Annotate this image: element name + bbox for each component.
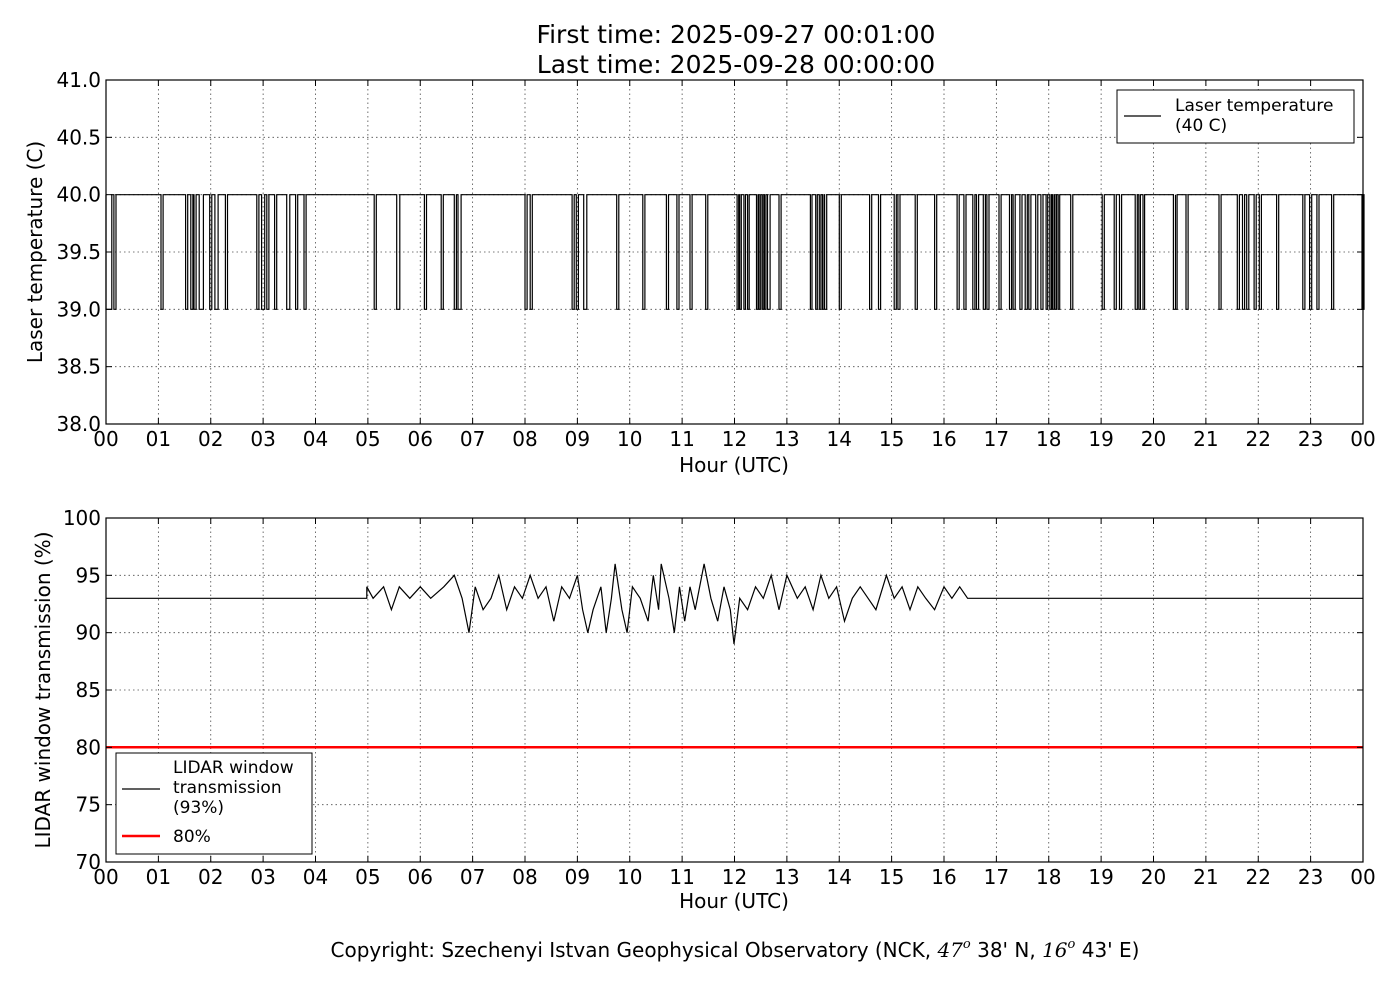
laser-temperature-panel: Hour (UTC) Laser temperature (C) 00 01 02 0… (23, 68, 1376, 477)
legend-label: transmission (173, 778, 282, 798)
x-tick-label: 08 (512, 427, 537, 451)
x-tick-label: 06 (408, 427, 433, 451)
x-tick-label: 23 (1298, 427, 1323, 451)
x-tick-label: 19 (1088, 865, 1113, 889)
y-tick-label: 38.0 (56, 412, 101, 436)
grid (106, 518, 1363, 862)
x-tick-label: 10 (617, 865, 642, 889)
panel-2-ylabel: LIDAR window transmission (%) (31, 532, 55, 849)
legend-label: (93%) (173, 798, 224, 818)
x-tick-label: 22 (1246, 865, 1271, 889)
panel-2-xlabel: Hour (UTC) (679, 889, 789, 913)
figure-title-line-2: Last time: 2025-09-28 00:00:00 (537, 50, 935, 79)
x-tick-label: 03 (250, 427, 275, 451)
lidar-transmission-panel: Hour (UTC) LIDAR window transmission (%)… (31, 506, 1376, 913)
x-tick-label: 02 (198, 427, 223, 451)
legend-label: 80% (173, 827, 211, 847)
x-tick-label: 15 (879, 427, 904, 451)
x-tick-label: 17 (984, 427, 1009, 451)
series-line-1 (106, 563, 1363, 645)
y-tick-label: 41.0 (56, 68, 101, 92)
figure-title-line-1: First time: 2025-09-27 00:01:00 (537, 20, 936, 49)
x-tick-label: 05 (355, 427, 380, 451)
x-tick-label: 12 (722, 427, 747, 451)
y-tick-label: 39.5 (56, 240, 101, 264)
x-tick-label: 21 (1193, 427, 1218, 451)
series-line-1 (105, 194, 1365, 310)
y-tick-label: 80 (76, 735, 101, 759)
x-tick-label: 00 (93, 427, 118, 451)
x-tick-label: 01 (146, 865, 171, 889)
longitude-degree-symbol: o (1068, 937, 1076, 952)
x-tick-label: 06 (408, 865, 433, 889)
y-tick-label: 40.0 (56, 183, 101, 207)
y-tick-label: 39.0 (56, 297, 101, 321)
x-tick-label: 17 (984, 865, 1009, 889)
x-tick-label: 04 (303, 427, 328, 451)
x-tick-label: 00 (93, 865, 118, 889)
x-tick-label: 13 (774, 427, 799, 451)
longitude-degrees: 16 (1042, 938, 1068, 962)
x-tick-label: 23 (1298, 865, 1323, 889)
y-tick-label: 90 (76, 621, 101, 645)
legend-label: LIDAR window (173, 758, 294, 778)
x-tick-label: 16 (931, 427, 956, 451)
latitude-rest: 38' N, (971, 938, 1042, 962)
x-tick-label: 04 (303, 865, 328, 889)
x-tick-label: 15 (879, 865, 904, 889)
x-tick-label: 05 (355, 865, 380, 889)
x-tick-label: 16 (931, 865, 956, 889)
panel-1-xlabel: Hour (UTC) (679, 453, 789, 477)
longitude-rest: 43' E) (1075, 938, 1139, 962)
x-tick-label: 07 (460, 427, 485, 451)
x-tick-label: 20 (1141, 865, 1166, 889)
x-tick-label: 20 (1141, 427, 1166, 451)
x-tick-label: 00 (1350, 427, 1375, 451)
legend-label: (40 C) (1175, 116, 1227, 136)
panel-1-ylabel: Laser temperature (C) (23, 141, 47, 363)
x-tick-label: 14 (827, 427, 852, 451)
x-tick-label: 09 (565, 427, 590, 451)
x-tick-label: 09 (565, 865, 590, 889)
x-tick-label: 11 (669, 865, 694, 889)
x-tick-label: 00 (1350, 865, 1375, 889)
x-tick-label: 21 (1193, 865, 1218, 889)
latitude-degree-symbol: o (963, 937, 971, 952)
y-tick-label: 100 (63, 506, 101, 530)
x-tick-label: 18 (1036, 865, 1061, 889)
y-tick-label: 38.5 (56, 355, 101, 379)
legend-label: Laser temperature (1175, 96, 1333, 116)
y-tick-label: 75 (76, 793, 101, 817)
x-tick-label: 07 (460, 865, 485, 889)
y-tick-label: 70 (76, 850, 101, 874)
x-tick-label: 19 (1088, 427, 1113, 451)
x-tick-label: 08 (512, 865, 537, 889)
y-tick-label: 85 (76, 678, 101, 702)
y-tick-label: 40.5 (56, 125, 101, 149)
x-tick-label: 22 (1246, 427, 1271, 451)
x-tick-label: 12 (722, 865, 747, 889)
latitude-degrees: 47 (936, 938, 963, 962)
x-tick-label: 13 (774, 865, 799, 889)
x-tick-label: 03 (250, 865, 275, 889)
legend: Laser temperature(40 C) (1116, 89, 1355, 144)
x-tick-label: 10 (617, 427, 642, 451)
copyright-text: Copyright: Szechenyi Istvan Geophysical … (331, 937, 1140, 962)
x-tick-label: 18 (1036, 427, 1061, 451)
x-tick-label: 14 (827, 865, 852, 889)
x-tick-label: 11 (669, 427, 694, 451)
y-tick-label: 95 (76, 563, 101, 587)
copyright-prefix: Copyright: Szechenyi Istvan Geophysical … (331, 938, 938, 962)
x-tick-label: 02 (198, 865, 223, 889)
x-tick-label: 01 (146, 427, 171, 451)
